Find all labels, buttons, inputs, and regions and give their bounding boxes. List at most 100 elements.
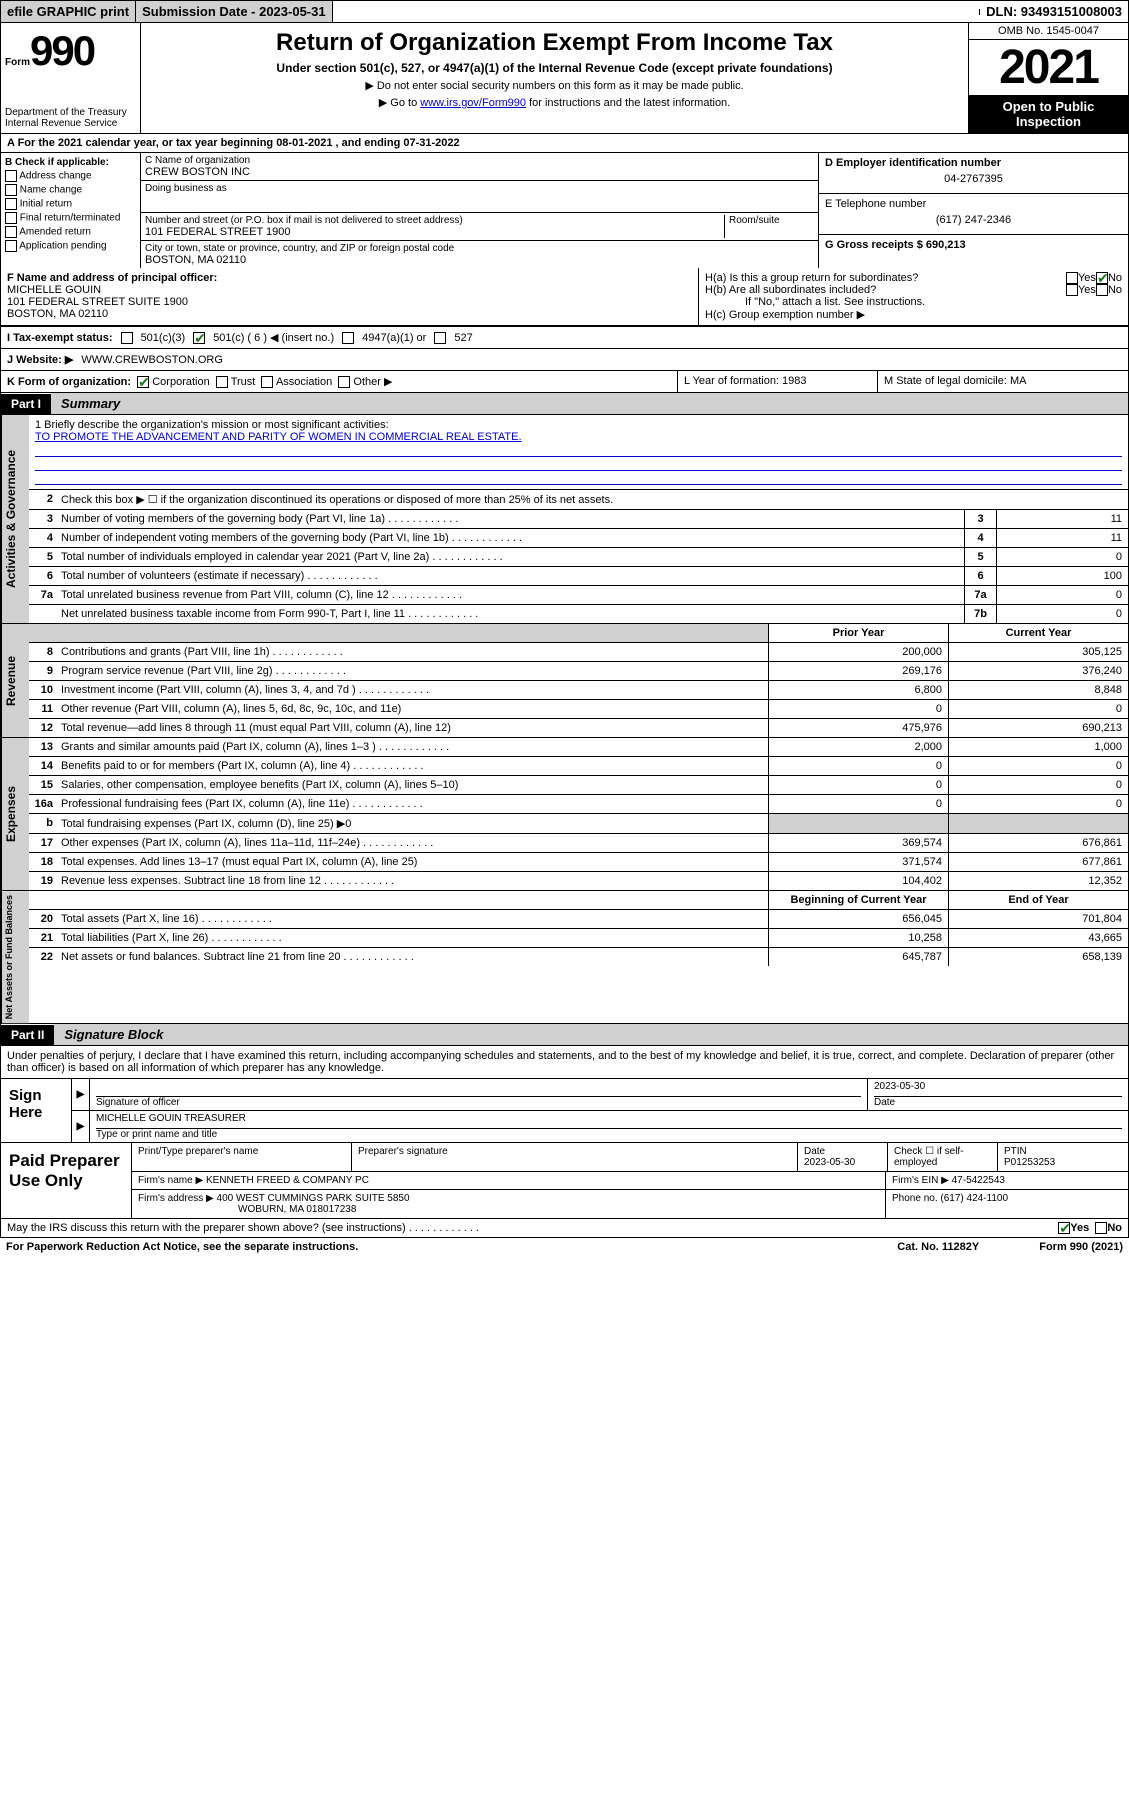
chk-527[interactable] — [434, 332, 446, 344]
r16a-prior: 0 — [768, 795, 948, 813]
chk-final-return[interactable] — [5, 212, 17, 224]
r13-desc: Grants and similar amounts paid (Part IX… — [57, 738, 768, 756]
discuss-text: May the IRS discuss this return with the… — [7, 1222, 1058, 1234]
room-suite: Room/suite — [724, 215, 814, 238]
ha-yes[interactable] — [1066, 272, 1078, 284]
r12-desc: Total revenue—add lines 8 through 11 (mu… — [57, 719, 768, 737]
r19-prior: 104,402 — [768, 872, 948, 890]
chk-other[interactable] — [338, 376, 350, 388]
vlabel-netassets: Net Assets or Fund Balances — [1, 891, 29, 1023]
r17-prior: 369,574 — [768, 834, 948, 852]
chk-4947[interactable] — [342, 332, 354, 344]
sig-date-label: Date — [874, 1097, 1122, 1108]
mission-text: TO PROMOTE THE ADVANCEMENT AND PARITY OF… — [35, 431, 1122, 443]
chk-corp[interactable] — [137, 376, 149, 388]
row4-val: 11 — [996, 529, 1128, 547]
discuss-no[interactable] — [1095, 1222, 1107, 1234]
chk-trust[interactable] — [216, 376, 228, 388]
row5-desc: Total number of individuals employed in … — [57, 548, 964, 566]
r11-desc: Other revenue (Part VIII, column (A), li… — [57, 700, 768, 718]
r11-prior: 0 — [768, 700, 948, 718]
current-year-header: Current Year — [948, 624, 1128, 642]
chk-name-change[interactable] — [5, 184, 17, 196]
prep-sig-h: Preparer's signature — [352, 1143, 798, 1171]
officer-name: MICHELLE GOUIN — [7, 284, 692, 296]
form-header: Form990 Department of the Treasury Inter… — [0, 23, 1129, 134]
row2-desc: Check this box ▶ ☐ if the organization d… — [57, 490, 1128, 509]
r10-prior: 6,800 — [768, 681, 948, 699]
city-box: City or town, state or province, country… — [141, 241, 818, 268]
gross-receipts: G Gross receipts $ 690,213 — [819, 235, 1128, 255]
paid-preparer-block: Paid Preparer Use Only Print/Type prepar… — [0, 1143, 1129, 1219]
paid-preparer-label: Paid Preparer Use Only — [1, 1143, 131, 1218]
r9-curr: 376,240 — [948, 662, 1128, 680]
note-link: ▶ Go to www.irs.gov/Form990 for instruct… — [147, 96, 962, 109]
hb-note: If "No," attach a list. See instructions… — [705, 296, 1122, 308]
r14-curr: 0 — [948, 757, 1128, 775]
tax-status-row: I Tax-exempt status: 501(c)(3) 501(c) ( … — [0, 326, 1129, 349]
chk-initial-return[interactable] — [5, 198, 17, 210]
state-domicile: M State of legal domicile: MA — [878, 371, 1128, 392]
irs-link[interactable]: www.irs.gov/Form990 — [420, 97, 526, 109]
r21-desc: Total liabilities (Part X, line 26) — [57, 929, 768, 947]
r11-curr: 0 — [948, 700, 1128, 718]
chk-amended[interactable] — [5, 226, 17, 238]
hb-no[interactable] — [1096, 284, 1108, 296]
phone-val: (617) 247-2346 — [825, 210, 1122, 230]
r22-desc: Net assets or fund balances. Subtract li… — [57, 948, 768, 966]
r14-desc: Benefits paid to or for members (Part IX… — [57, 757, 768, 775]
chk-assoc[interactable] — [261, 376, 273, 388]
hb-yes[interactable] — [1066, 284, 1078, 296]
phone-box: E Telephone number(617) 247-2346 — [819, 194, 1128, 235]
chk-501c[interactable] — [193, 332, 205, 344]
ha-label: H(a) Is this a group return for subordin… — [705, 272, 1066, 284]
sign-here-block: Sign Here ▶ Signature of officer 2023-05… — [0, 1079, 1129, 1143]
efile-button[interactable]: efile GRAPHIC print — [1, 1, 136, 22]
r17-desc: Other expenses (Part IX, column (A), lin… — [57, 834, 768, 852]
omb-label: OMB No. 1545-0047 — [969, 23, 1128, 40]
org-name: CREW BOSTON INC — [145, 166, 814, 178]
r10-curr: 8,848 — [948, 681, 1128, 699]
form-footer: Form 990 (2021) — [1039, 1241, 1123, 1253]
officer-addr: 101 FEDERAL STREET SUITE 1900 BOSTON, MA… — [7, 296, 692, 320]
prior-year-header: Prior Year — [768, 624, 948, 642]
ha-no[interactable] — [1096, 272, 1108, 284]
r13-prior: 2,000 — [768, 738, 948, 756]
vlabel-governance: Activities & Governance — [1, 415, 29, 623]
r22-beg: 645,787 — [768, 948, 948, 966]
part1-header: Part I Summary — [0, 393, 1129, 415]
org-name-box: C Name of organization CREW BOSTON INC — [141, 153, 818, 181]
submission-date-spacer — [333, 9, 981, 15]
vlabel-expenses: Expenses — [1, 738, 29, 890]
officer-printed-name: MICHELLE GOUIN TREASURER — [96, 1113, 1122, 1129]
col-b-checkboxes: B Check if applicable: Address change Na… — [1, 153, 141, 268]
ein-val: 04-2767395 — [825, 169, 1122, 189]
row7b-val: 0 — [996, 605, 1128, 623]
r16b-desc: Total fundraising expenses (Part IX, col… — [57, 814, 768, 833]
chk-app-pending[interactable] — [5, 240, 17, 252]
street-box: Number and street (or P.O. box if mail i… — [141, 213, 818, 241]
sig-date-val: 2023-05-30 — [874, 1081, 1122, 1097]
ptin-val: P01253253 — [1004, 1157, 1055, 1168]
part2-header: Part II Signature Block — [0, 1024, 1129, 1046]
discuss-yes[interactable] — [1058, 1222, 1070, 1234]
main-info-block: B Check if applicable: Address change Na… — [0, 153, 1129, 268]
part1-tab: Part I — [1, 394, 51, 414]
dba-box: Doing business as — [141, 181, 818, 213]
r16b-prior — [768, 814, 948, 833]
part2-title: Signature Block — [54, 1024, 1128, 1045]
r20-end: 701,804 — [948, 910, 1128, 928]
arrow-icon: ▶ — [72, 1079, 90, 1110]
ein-box: D Employer identification number04-27673… — [819, 153, 1128, 194]
page-subtitle: Under section 501(c), 527, or 4947(a)(1)… — [147, 61, 962, 75]
printed-name-label: Type or print name and title — [96, 1129, 1122, 1140]
r12-curr: 690,213 — [948, 719, 1128, 737]
chk-501c3[interactable] — [121, 332, 133, 344]
city-val: BOSTON, MA 02110 — [145, 254, 814, 266]
sig-officer-label: Signature of officer — [96, 1097, 861, 1108]
net-assets-section: Net Assets or Fund Balances Beginning of… — [0, 890, 1129, 1024]
r18-curr: 677,861 — [948, 853, 1128, 871]
chk-address-change[interactable] — [5, 170, 17, 182]
row7b-desc: Net unrelated business taxable income fr… — [57, 605, 964, 623]
dln-label: DLN: 93493151008003 — [980, 1, 1128, 22]
